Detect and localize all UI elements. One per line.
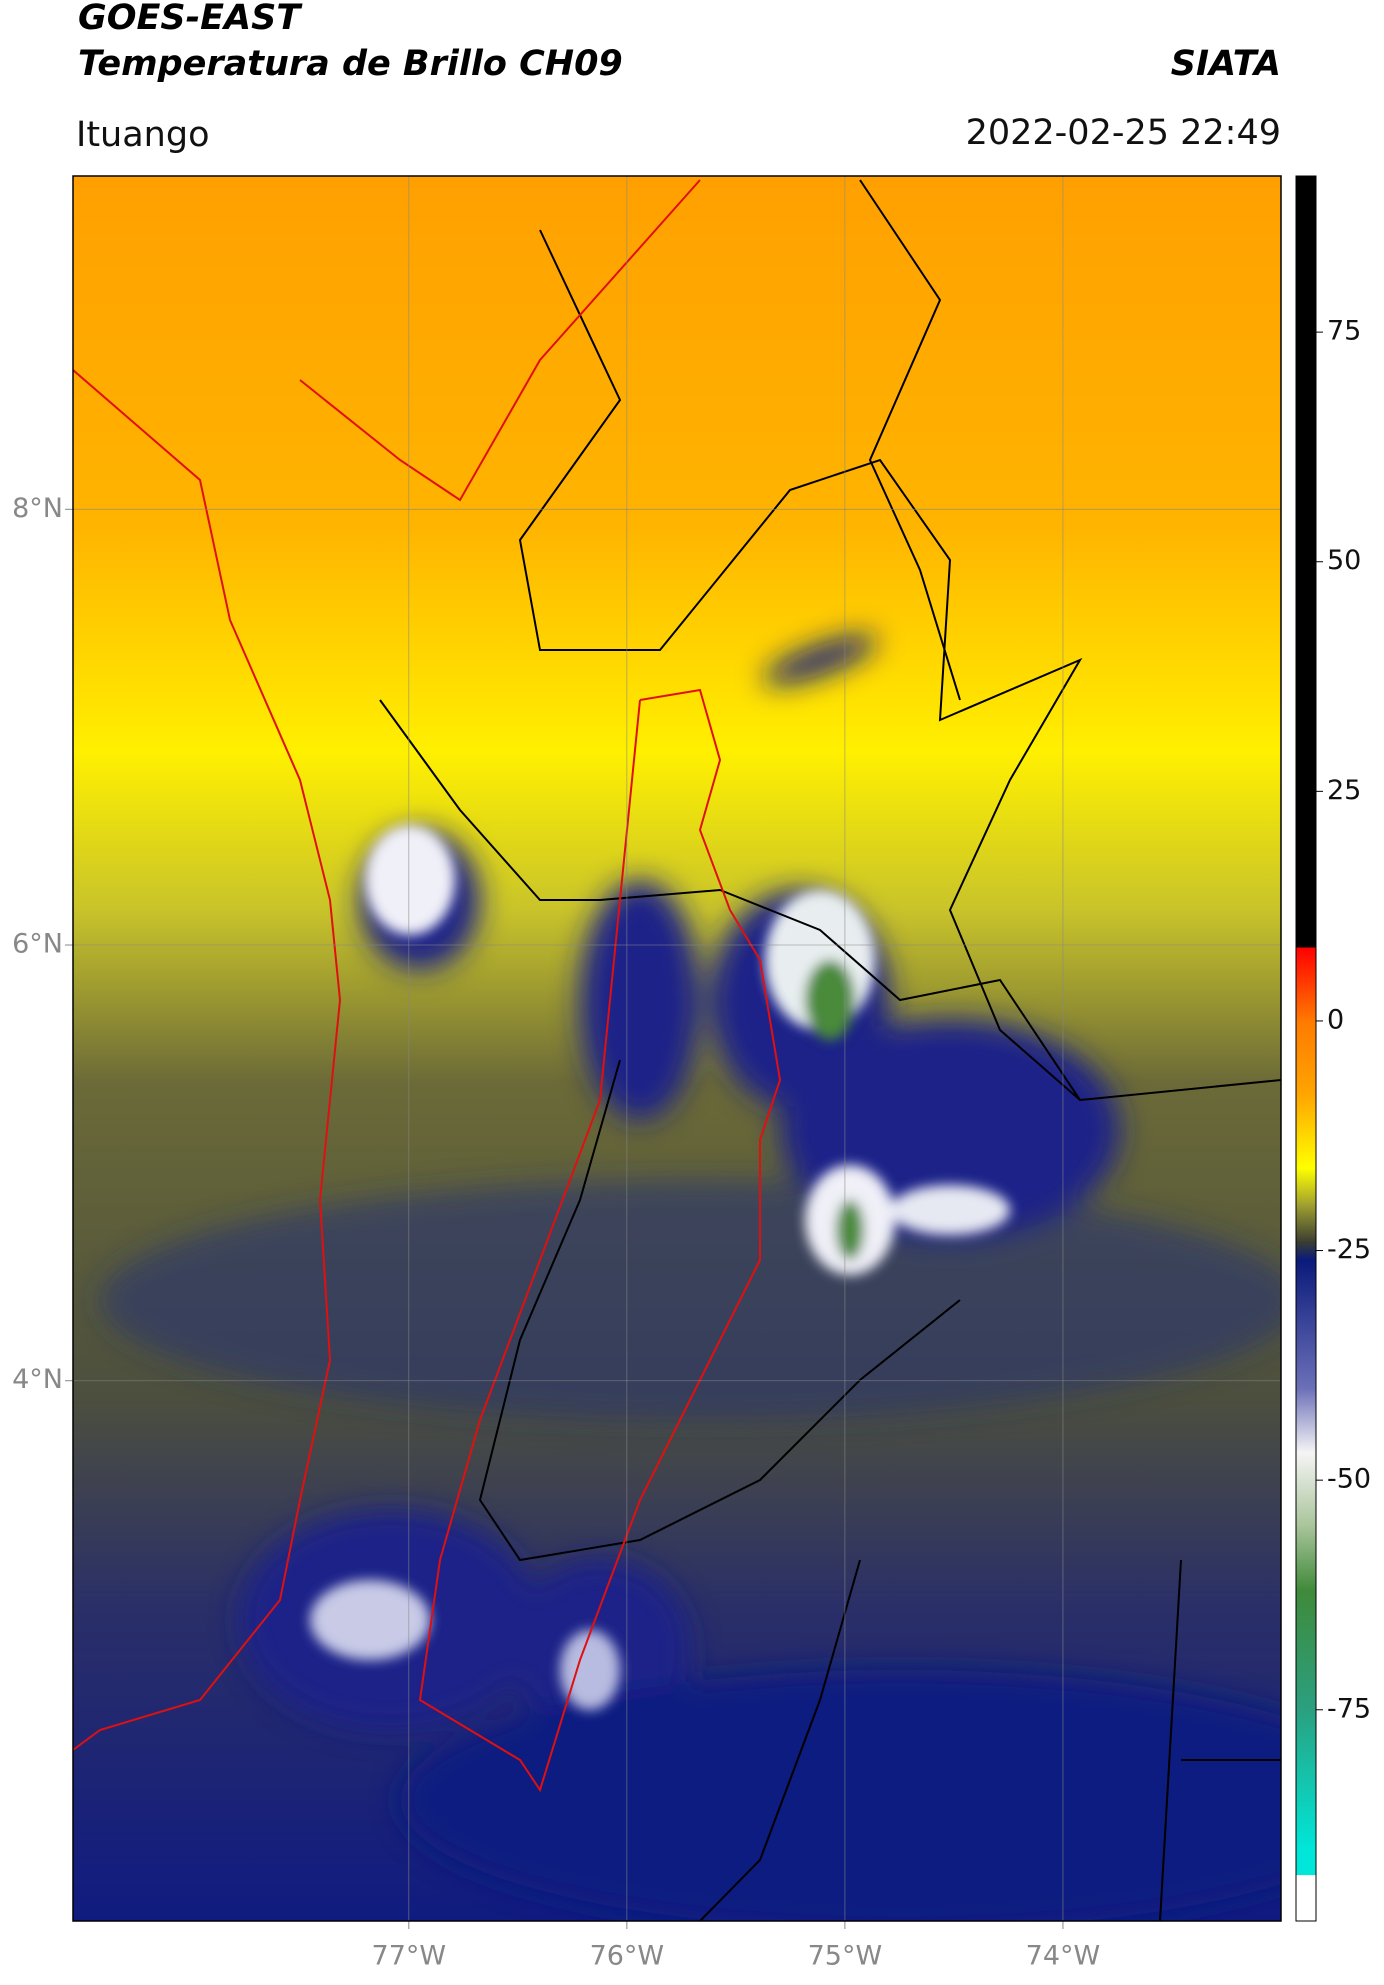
map-frame (72, 175, 1282, 1922)
colorbar-tick-label: 50 (1327, 545, 1361, 576)
colorbar-segment (1296, 1875, 1316, 1922)
location: Ituango (76, 115, 210, 155)
colorbar-tick-label: 75 (1327, 316, 1361, 347)
colorbar-segment (1296, 1259, 1316, 1389)
colorbar-segment (1296, 947, 1316, 1022)
subtitle: Temperatura de Brillo CH09 (78, 44, 623, 84)
colorbar: 75 50 25 0 -25 -50 -75 (1296, 176, 1371, 1922)
grid: 77°W 76°W 75°W 74°W 8°N 6°N 4°N (12, 176, 1281, 1972)
satellite-image (73, 176, 1281, 1921)
colorbar-tick-label: -75 (1327, 1693, 1371, 1724)
colorbar-segment (1296, 1709, 1316, 1849)
x-tick-label: 76°W (590, 1941, 665, 1972)
colorbar-tick-label: 25 (1327, 775, 1361, 806)
colorbar-segment (1296, 176, 1316, 948)
colorbar-segment (1296, 1020, 1316, 1095)
colorbar-segment (1296, 1204, 1316, 1242)
colorbar-tick-label: 0 (1327, 1004, 1344, 1035)
colorbar-tick-label: -50 (1327, 1464, 1371, 1495)
title: GOES-EAST (78, 0, 303, 38)
x-tick-label: 75°W (808, 1941, 883, 1972)
x-tick-label: 77°W (372, 1941, 447, 1972)
colorbar-segment (1296, 1388, 1316, 1454)
colorbar-segment (1296, 1094, 1316, 1169)
colorbar-frame (1295, 175, 1317, 1922)
x-tick-label: 74°W (1026, 1941, 1101, 1972)
colorbar-tick-label: -25 (1327, 1234, 1371, 1265)
source: SIATA (1171, 44, 1281, 84)
colorbar-segment (1296, 1590, 1316, 1711)
colorbar-segment (1296, 1241, 1316, 1261)
y-tick-label: 6°N (12, 929, 63, 960)
datetime: 2022-02-25 22:49 (966, 113, 1281, 153)
colorbar-segment (1296, 1526, 1316, 1591)
colorbar-segment (1296, 1167, 1316, 1206)
colorbar-segment (1296, 1452, 1316, 1527)
y-tick-label: 4°N (12, 1364, 63, 1395)
colorbar-segment (1296, 1847, 1316, 1876)
y-tick-label: 8°N (12, 493, 63, 524)
